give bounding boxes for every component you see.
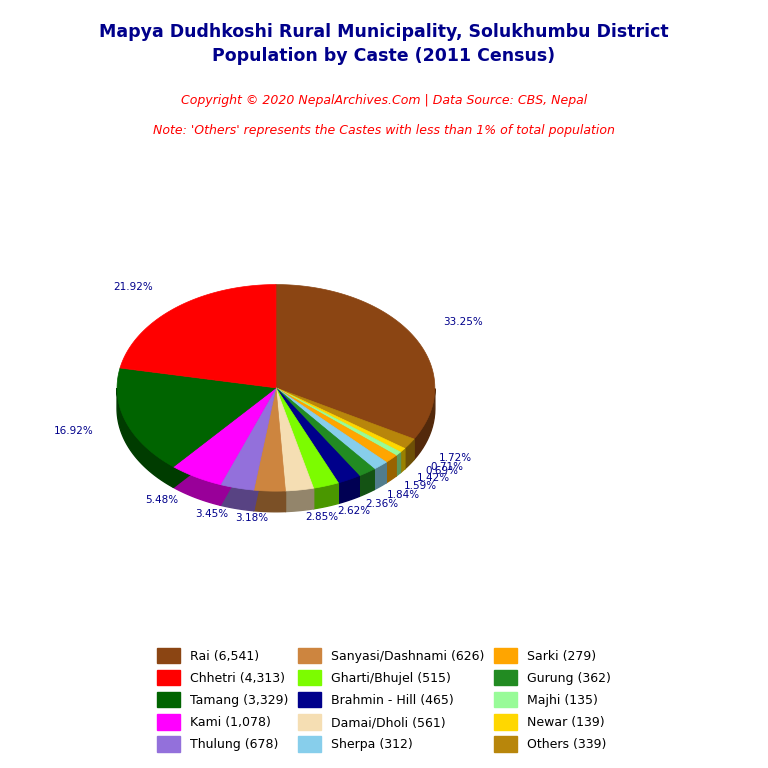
Polygon shape — [400, 449, 405, 473]
Polygon shape — [117, 388, 174, 488]
Polygon shape — [276, 388, 286, 511]
Polygon shape — [174, 388, 276, 488]
Legend: Rai (6,541), Chhetri (4,313), Tamang (3,329), Kami (1,078), Thulung (678), Sanya: Rai (6,541), Chhetri (4,313), Tamang (3,… — [151, 641, 617, 758]
Polygon shape — [174, 388, 276, 488]
Polygon shape — [405, 439, 414, 469]
Polygon shape — [276, 388, 359, 496]
Text: 2.36%: 2.36% — [365, 498, 398, 508]
Polygon shape — [276, 388, 374, 490]
Polygon shape — [286, 488, 313, 511]
Polygon shape — [276, 388, 396, 476]
Polygon shape — [276, 388, 359, 483]
Text: Note: 'Others' represents the Castes with less than 1% of total population: Note: 'Others' represents the Castes wit… — [153, 124, 615, 137]
Polygon shape — [276, 388, 374, 476]
Polygon shape — [276, 388, 405, 469]
Polygon shape — [276, 388, 313, 491]
Text: 1.59%: 1.59% — [403, 481, 436, 491]
Text: 5.48%: 5.48% — [145, 495, 178, 505]
Text: 21.92%: 21.92% — [113, 282, 153, 293]
Polygon shape — [396, 452, 400, 476]
Polygon shape — [253, 388, 276, 511]
Polygon shape — [276, 388, 339, 488]
Polygon shape — [276, 388, 313, 509]
Polygon shape — [359, 469, 374, 496]
Polygon shape — [276, 388, 386, 483]
Polygon shape — [220, 485, 253, 511]
Polygon shape — [276, 388, 386, 469]
Text: Copyright © 2020 NepalArchives.Com | Data Source: CBS, Nepal: Copyright © 2020 NepalArchives.Com | Dat… — [181, 94, 587, 107]
Text: 1.84%: 1.84% — [387, 490, 420, 500]
Text: 0.69%: 0.69% — [425, 466, 458, 476]
Text: 33.25%: 33.25% — [444, 317, 483, 327]
Polygon shape — [414, 389, 435, 460]
Polygon shape — [374, 462, 386, 490]
Text: 1.42%: 1.42% — [416, 472, 450, 482]
Polygon shape — [276, 388, 400, 473]
Polygon shape — [339, 476, 359, 504]
Polygon shape — [276, 388, 286, 511]
Text: 2.62%: 2.62% — [337, 506, 370, 516]
Polygon shape — [120, 285, 276, 388]
Text: 2.85%: 2.85% — [305, 511, 338, 521]
Polygon shape — [276, 388, 400, 455]
Polygon shape — [276, 388, 414, 449]
Polygon shape — [276, 388, 359, 496]
Polygon shape — [253, 490, 286, 511]
Polygon shape — [220, 388, 276, 505]
Polygon shape — [276, 388, 339, 504]
Polygon shape — [276, 388, 405, 452]
Polygon shape — [276, 388, 396, 462]
Text: Mapya Dudhkoshi Rural Municipality, Solukhumbu District
Population by Caste (201: Mapya Dudhkoshi Rural Municipality, Solu… — [99, 23, 669, 65]
Polygon shape — [253, 388, 286, 491]
Polygon shape — [313, 483, 339, 509]
Polygon shape — [386, 455, 396, 483]
Polygon shape — [276, 285, 435, 439]
Polygon shape — [117, 368, 276, 467]
Text: 16.92%: 16.92% — [53, 426, 93, 436]
Polygon shape — [174, 388, 276, 485]
Polygon shape — [276, 388, 339, 504]
Polygon shape — [253, 388, 276, 511]
Polygon shape — [276, 388, 374, 490]
Polygon shape — [276, 388, 405, 469]
Polygon shape — [276, 388, 313, 509]
Polygon shape — [276, 388, 400, 473]
Polygon shape — [174, 467, 220, 505]
Text: 3.45%: 3.45% — [195, 509, 228, 519]
Polygon shape — [276, 388, 386, 483]
Text: 0.71%: 0.71% — [430, 462, 463, 472]
Polygon shape — [276, 388, 414, 460]
Polygon shape — [220, 388, 276, 490]
Polygon shape — [276, 388, 396, 476]
Text: 3.18%: 3.18% — [235, 513, 268, 523]
Polygon shape — [220, 388, 276, 505]
Text: 1.72%: 1.72% — [439, 453, 472, 463]
Polygon shape — [276, 388, 414, 460]
